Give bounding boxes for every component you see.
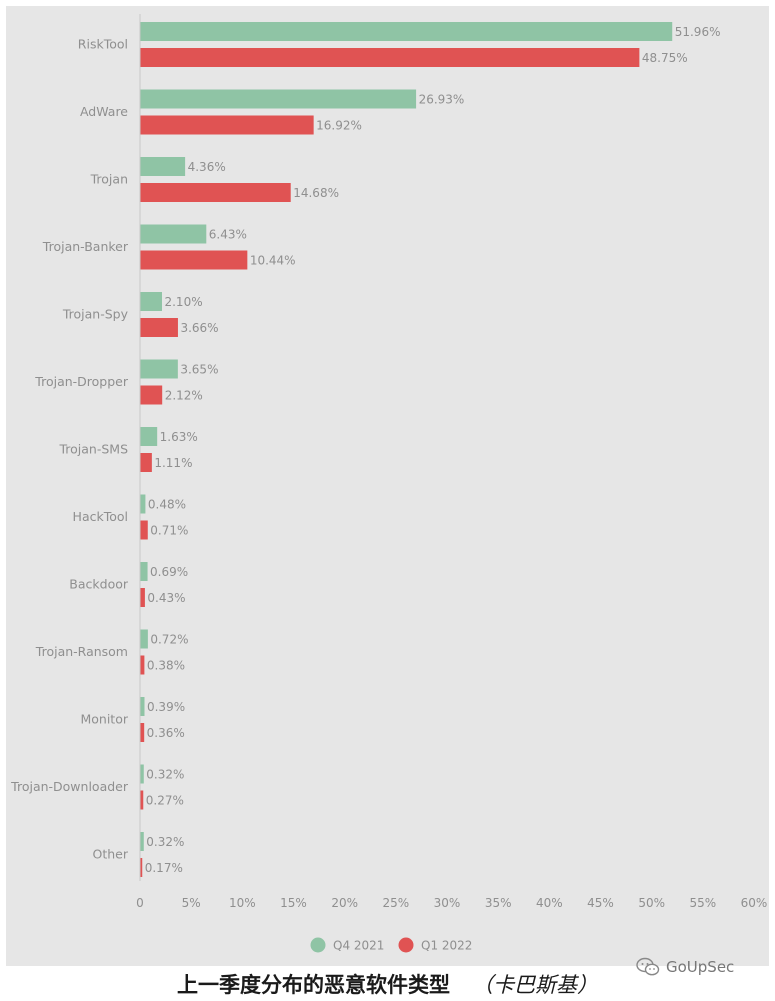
data-label: 1.63%: [160, 430, 198, 444]
wechat-icon: [636, 957, 660, 976]
category-label: Trojan-Dropper: [34, 374, 129, 389]
data-label: 0.39%: [147, 700, 185, 714]
bar-q1-2022: [140, 520, 148, 540]
category-label: Trojan-Banker: [42, 239, 129, 254]
bar-chart: RiskTool 51.96% 48.75% AdWare 26.93% 16.92% Tr…: [10, 14, 768, 953]
bar-q4-2021: [140, 697, 145, 716]
data-label: 10.44%: [250, 254, 296, 268]
watermark: GoUpSec: [636, 954, 734, 980]
x-tick-label: 10%: [229, 896, 256, 910]
legend-label: Q1 2022: [421, 939, 472, 953]
x-tick-label: 45%: [587, 896, 614, 910]
bar-q4-2021: [140, 22, 673, 41]
legend-marker: [398, 937, 414, 953]
chart-panel: RiskTool 51.96% 48.75% AdWare 26.93% 16.92% Tr…: [6, 6, 769, 966]
x-tick-label: 30%: [434, 896, 461, 910]
data-label: 0.36%: [147, 726, 185, 740]
data-label: 4.36%: [188, 160, 226, 174]
data-label: 16.92%: [316, 119, 362, 133]
category-label: Other: [93, 847, 129, 862]
bar-q4-2021: [140, 89, 417, 109]
x-tick-label: 55%: [689, 896, 716, 910]
x-tick-label: 20%: [331, 896, 358, 910]
data-label: 0.32%: [146, 768, 184, 782]
bar-q1-2022: [140, 183, 291, 202]
bar-q4-2021: [140, 157, 186, 176]
data-label: 0.71%: [150, 524, 188, 538]
caption: 上一季度分布的恶意软件类型 （卡巴斯基）: [0, 966, 775, 1001]
category-label: RiskTool: [78, 37, 128, 52]
category-label: Trojan-Spy: [62, 307, 129, 322]
data-label: 0.72%: [150, 633, 188, 647]
data-label: 0.43%: [147, 591, 185, 605]
data-label: 0.69%: [150, 565, 188, 579]
data-label: 6.43%: [209, 228, 247, 242]
category-label: HackTool: [73, 509, 128, 524]
caption-title: 上一季度分布的恶意软件类型: [177, 972, 450, 997]
category-label: Trojan: [90, 172, 128, 187]
data-label: 0.17%: [145, 861, 183, 875]
x-tick-label: 25%: [382, 896, 409, 910]
data-label: 2.10%: [164, 295, 202, 309]
data-label: 0.32%: [146, 835, 184, 849]
bar-q4-2021: [140, 292, 162, 311]
bar-q1-2022: [140, 858, 143, 877]
data-label: 48.75%: [642, 51, 688, 65]
bar-q1-2022: [140, 790, 144, 810]
bar-q1-2022: [140, 453, 152, 472]
data-label: 1.11%: [154, 456, 192, 470]
data-label: 3.65%: [180, 363, 218, 377]
category-label: Trojan-Downloader: [10, 779, 129, 794]
x-tick-label: 15%: [280, 896, 307, 910]
legend-label: Q4 2021: [333, 939, 384, 953]
data-label: 3.66%: [180, 321, 218, 335]
bar-q4-2021: [140, 832, 144, 851]
category-label: Trojan-Ransom: [35, 644, 128, 659]
data-label: 2.12%: [165, 389, 203, 403]
category-label: Trojan-SMS: [58, 442, 128, 457]
data-label: 0.48%: [148, 498, 186, 512]
caption-source: （卡巴斯基）: [472, 972, 598, 997]
x-tick-label: 5%: [182, 896, 201, 910]
data-label: 51.96%: [675, 25, 721, 39]
data-label: 0.27%: [146, 794, 184, 808]
bar-q1-2022: [140, 723, 145, 742]
bar-q1-2022: [140, 588, 145, 607]
x-tick-label: 50%: [638, 896, 665, 910]
bar-q1-2022: [140, 115, 314, 135]
bar-q4-2021: [140, 764, 144, 784]
bar-q1-2022: [140, 385, 163, 405]
bar-q4-2021: [140, 494, 146, 514]
data-label: 14.68%: [293, 186, 339, 200]
legend-marker: [310, 937, 326, 953]
bar-q4-2021: [140, 359, 178, 379]
bar-q4-2021: [140, 562, 148, 581]
bar-q1-2022: [140, 48, 640, 67]
bar-q1-2022: [140, 655, 145, 675]
data-label: 26.93%: [419, 93, 465, 107]
bar-q1-2022: [140, 250, 248, 270]
x-tick-label: 40%: [536, 896, 563, 910]
x-tick-label: 0: [136, 896, 144, 910]
category-label: AdWare: [80, 104, 128, 119]
bar-q1-2022: [140, 318, 178, 337]
category-label: Backdoor: [69, 577, 129, 592]
bar-q4-2021: [140, 629, 148, 649]
data-label: 0.38%: [147, 659, 185, 673]
x-tick-label: 35%: [485, 896, 512, 910]
category-label: Monitor: [80, 712, 128, 727]
bar-q4-2021: [140, 224, 207, 244]
watermark-text: GoUpSec: [666, 958, 735, 976]
bar-q4-2021: [140, 427, 158, 446]
x-tick-label: 60%: [741, 896, 768, 910]
